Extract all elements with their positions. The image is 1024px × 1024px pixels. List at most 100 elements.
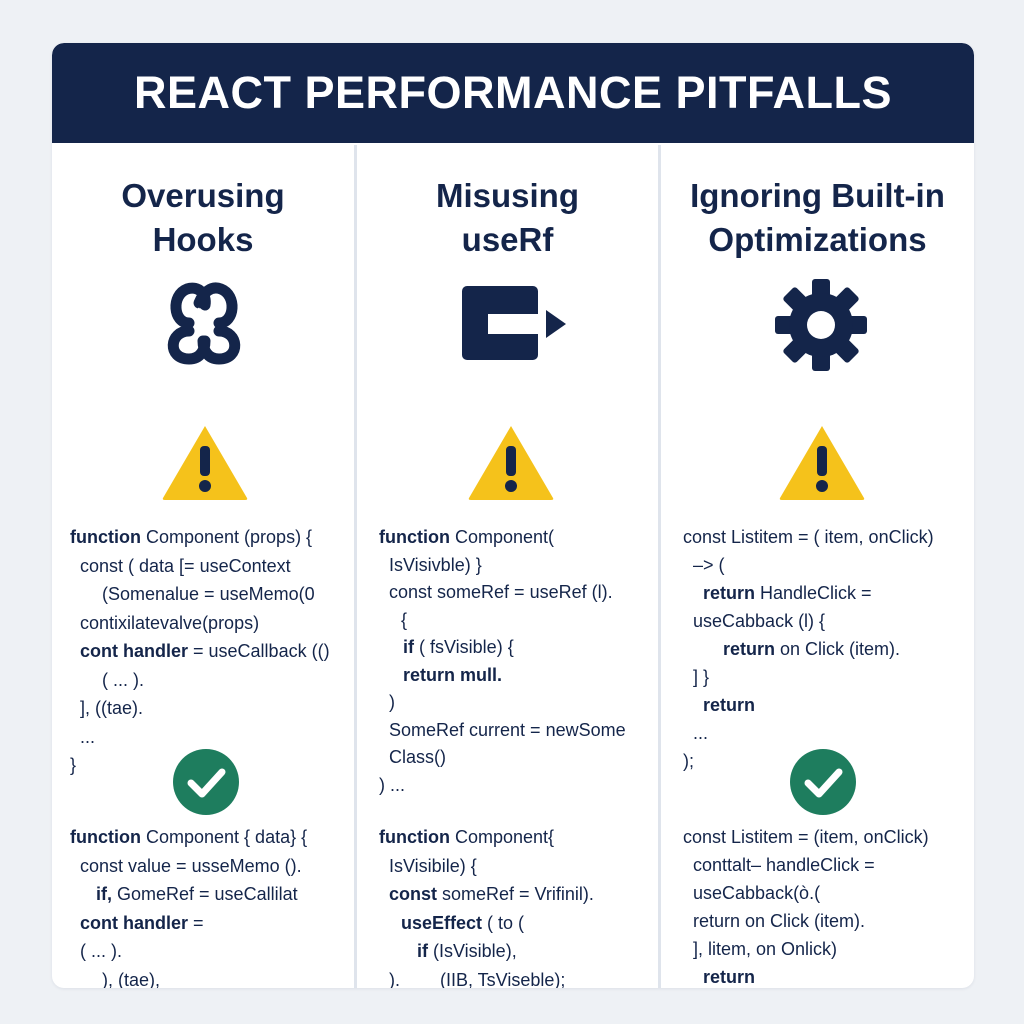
page-title: REACT PERFORMANCE PITFALLS [133,67,892,118]
code-text: ( fsVisible) { [414,637,514,657]
code-line: IsVisibile) { [389,855,477,877]
code-text: (Somenalue = useMemo(0 [102,584,315,604]
code-text: ], ((tae). [80,698,144,718]
code-line: ( ... ). [102,669,144,691]
code-keyword: if [417,941,428,961]
code-line: return on Click (item). [723,638,900,660]
code-text: SomeRef current = newSome [389,719,626,740]
code-line: IsVisivble) } [389,554,482,576]
code-text: ... [693,723,709,743]
code-line: function Component (props) { [70,526,312,548]
warning-icon [162,426,248,500]
code-line: conttalt– handleClick = [693,854,875,876]
code-text: ) ... [379,774,405,795]
column-title-line: useRf [461,221,554,258]
hook-link-icon [167,282,241,365]
code-line: const someRef = Vrifinil). [389,883,594,905]
code-keyword: return [723,639,776,659]
code-text: (IsVisible), [428,941,517,961]
column-title-line: Misusing [435,177,579,214]
code-line: SomeRef current = newSome [389,719,626,741]
code-line: ( ... ). [80,940,122,962]
code-text: ( ... ). [102,669,144,690]
code-line: const ( data [= useContext [80,555,291,577]
code-keyword: if, [96,884,112,904]
code-line: contixilatevalve(props) [80,612,259,634]
code-line: const someRef = useRef (l). [389,581,613,603]
code-text: ... [80,726,96,747]
code-text: conttalt– handleClick = [693,855,875,875]
code-keyword: return [703,695,756,715]
code-text: ), (tae), [102,969,161,989]
code-text: ( ... ). [80,941,122,961]
ref-arrow-icon [462,286,566,360]
code-line: Class() [389,746,446,768]
code-line: cont handler = useCallback (() [80,640,330,662]
column-ignoring-optimizations: Ignoring Built-in Optimizations const Li… [661,143,974,988]
code-text: } [70,755,77,775]
code-line: ], litem, on Onlick) [693,938,837,960]
code-line: return [703,694,755,716]
code-text: return on Click (item). [693,911,866,931]
code-text: someRef = Vrifinil). [437,884,594,904]
code-line: if ( fsVisible) { [403,636,514,658]
code-text: IsVisivble) } [389,554,482,575]
code-line: { [401,609,407,631]
warning-icon [468,426,554,500]
code-line: cont handler = [80,912,204,934]
code-line: if, GomeRef = useCallilat [96,883,298,905]
code-text: = useCallback (() [188,641,330,661]
column-misusing-useref: Misusing useRf function Component( IsVisi… [357,143,658,988]
code-line: return [703,966,755,988]
code-line: ), (tae), [102,969,160,989]
code-keyword: cont handler [80,641,189,661]
code-text: const Listitem = (item, onClick) [683,827,929,847]
code-line: (Somenalue = useMemo(0 [102,583,315,605]
code-line: const value = usseMemo (). [80,855,302,877]
code-text: const value = usseMemo (). [80,855,302,876]
code-text: contixilatevalve(props) [80,612,260,633]
code-text: ) [389,692,395,712]
code-line: if (IsVisible), [417,940,517,962]
code-line: const Listitem = ( item, onClick) [683,526,934,548]
code-text: Class() [389,747,446,767]
code-line: function Component{ [379,826,554,848]
column-overusing-hooks: Overusing Hooks function Component (prop… [52,143,354,988]
code-line: return HandleClick = [703,582,872,604]
code-line: function Component( [379,526,554,548]
code-text: ] } [693,667,710,687]
column-title-line: Ignoring Built-in [690,177,945,214]
code-text: Component (props) { [140,527,313,547]
title-banner: REACT PERFORMANCE PITFALLS [52,43,974,143]
code-text: Component { data} { [140,827,308,847]
code-text: Component{ [449,827,555,847]
column-title: Misusing useRf [357,174,658,262]
code-line: –> ( [693,554,725,576]
code-text: ); [683,751,694,771]
code-keyword: function [70,527,141,547]
code-text: ). (IIB, TsViseble); [389,969,566,989]
code-text: { [401,609,408,630]
code-line: const Listitem = (item, onClick) [683,826,929,848]
code-line: useEffect ( to ( [401,912,524,934]
column-divider [658,145,661,988]
warning-icon [779,426,865,500]
code-line: ); [683,750,694,772]
code-keyword: useEffect [401,912,483,933]
code-text: useCabback(ò.( [693,883,821,903]
code-keyword: cont handler [80,912,189,933]
code-keyword: return [703,583,756,603]
code-text: ( to ( [482,912,525,933]
code-keyword: const [389,884,438,904]
column-title-line: Overusing [121,177,285,214]
code-line: return on Click (item). [693,910,865,932]
gear-icon [775,279,867,371]
code-text: –> ( [693,555,725,575]
code-text: = [188,912,204,933]
infographic-card: REACT PERFORMANCE PITFALLS Overusing Hoo… [52,43,974,988]
code-keyword: function [379,527,450,547]
code-text: const ( data [= useContext [80,555,291,576]
code-line: ] } [693,666,709,688]
checkmark-icon [790,749,856,815]
code-keyword: if [403,637,414,657]
